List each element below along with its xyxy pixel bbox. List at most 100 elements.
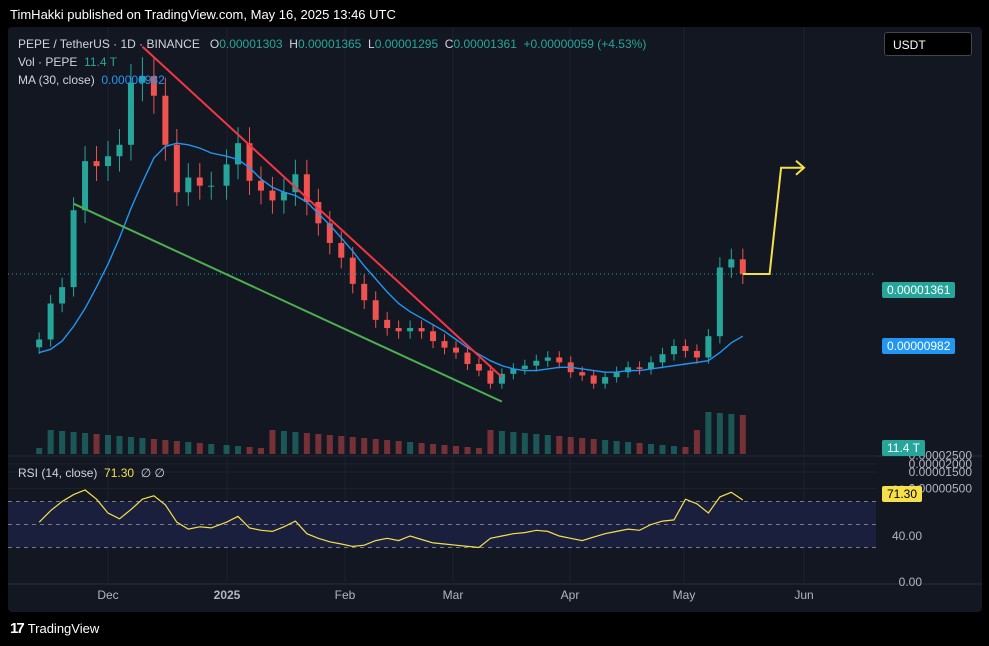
candle-body: [739, 259, 746, 275]
volume-bar: [208, 444, 215, 454]
candle-body: [292, 174, 299, 193]
chart-canvas[interactable]: 0.000025000.000020000.000015000.00000500…: [8, 27, 982, 612]
open-value: 0.00001303: [219, 37, 283, 51]
tv-logo-icon: 17: [10, 620, 25, 637]
candle-body: [453, 347, 459, 353]
support-trendline: [73, 202, 503, 403]
candle-body: [590, 375, 597, 384]
volume-bar: [173, 441, 180, 454]
volume-bar: [728, 414, 735, 454]
candle-body: [395, 328, 402, 332]
volume-bar: [510, 432, 517, 454]
rsi-value: 71.30: [104, 466, 135, 480]
volume-bar: [659, 445, 666, 454]
volume-label[interactable]: Vol · PEPE: [18, 55, 78, 69]
symbol-name[interactable]: PEPE / TetherUS · 1D · BINANCE: [18, 37, 200, 51]
candle-body: [475, 364, 482, 371]
candle-body: [544, 357, 551, 361]
candle-body: [185, 177, 192, 193]
volume-bar: [441, 445, 448, 454]
candle-body: [269, 190, 276, 201]
tradingview-logo[interactable]: 17 TradingView: [10, 620, 99, 637]
volume-bar: [544, 435, 551, 454]
volume-bar: [475, 448, 482, 454]
volume-bar: [338, 436, 345, 454]
symbol-legend: PEPE / TetherUS · 1D · BINANCE O0.000013…: [18, 37, 646, 51]
currency-button[interactable]: USDT: [884, 32, 972, 56]
candle-body: [173, 144, 180, 193]
rsi-label[interactable]: RSI (14, close): [18, 466, 98, 480]
candle-body: [36, 339, 43, 348]
candle-body: [235, 143, 242, 165]
close-value: 0.00001361: [453, 37, 517, 51]
last-price-tag: 0.00001361: [882, 282, 956, 298]
candle-body: [116, 144, 123, 157]
candle-body: [70, 210, 77, 288]
candle-body: [430, 331, 437, 342]
ma-value: 0.00000982: [101, 73, 165, 87]
volume-bar: [105, 435, 111, 454]
y-tick-label: 0.00000500: [909, 481, 973, 495]
volume-bar: [315, 434, 322, 454]
x-tick-label: Mar: [443, 588, 464, 602]
candle-body: [384, 319, 391, 329]
volume-bar: [269, 430, 276, 454]
x-tick-label: 2025: [214, 588, 241, 602]
volume-bar: [739, 415, 746, 454]
volume-bar: [361, 438, 368, 454]
candle-body: [303, 174, 310, 203]
candle-body: [407, 328, 414, 332]
candle-body: [47, 303, 54, 340]
candle-body: [150, 76, 157, 96]
candle-body: [498, 373, 505, 384]
volume-legend: Vol · PEPE 11.4 T: [18, 55, 117, 69]
candle-body: [682, 346, 689, 351]
candle-body: [162, 95, 169, 145]
volume-bar: [670, 446, 677, 454]
candle-body: [349, 257, 356, 284]
volume-bar: [716, 413, 723, 454]
volume-bar: [682, 447, 689, 454]
volume-bar: [579, 438, 586, 454]
candle-body: [105, 156, 111, 167]
x-tick-label: Feb: [335, 588, 356, 602]
high-value: 0.00001365: [297, 37, 362, 51]
candle-body: [93, 161, 100, 167]
low-label: L: [368, 37, 375, 51]
candle-body: [636, 367, 643, 369]
rsi-legend: RSI (14, close) 71.30 ∅ ∅: [18, 466, 165, 480]
y-tick-label: 0.00001500: [909, 465, 973, 479]
candle-body: [716, 267, 723, 337]
candle-body: [280, 192, 287, 201]
volume-bar: [556, 436, 563, 454]
rsi-line: [38, 489, 744, 549]
candle-body: [326, 223, 333, 243]
volume-bar: [127, 437, 134, 454]
candle-body: [361, 283, 368, 301]
rsi-tick-label: 40.00: [892, 529, 922, 543]
rsi-extra: ∅ ∅: [140, 466, 165, 480]
x-tick-label: Jun: [794, 588, 813, 602]
rsi-tag: 71.30: [882, 486, 923, 502]
ma-line: [39, 142, 744, 373]
volume-bar: [196, 443, 203, 454]
y-tick-label: 0.00002000: [909, 457, 973, 471]
volume-bar: [82, 433, 89, 454]
candle-body: [579, 372, 586, 376]
x-tick-label: May: [673, 588, 696, 602]
volume-bar: [59, 431, 66, 454]
volume-bar: [372, 439, 379, 454]
resistance-trendline: [141, 45, 503, 378]
candle-body: [693, 350, 700, 358]
volume-bar: [533, 434, 540, 454]
close-label: C: [444, 37, 454, 51]
candle-body: [670, 346, 677, 355]
low-value: 0.00001295: [374, 37, 439, 51]
volume-bar: [464, 447, 471, 454]
high-label: H: [289, 37, 298, 51]
volume-bar: [326, 435, 333, 454]
ma-label[interactable]: MA (30, close): [18, 73, 95, 87]
publish-header: TimHakki published on TradingView.com, M…: [10, 7, 396, 22]
volume-bar: [521, 433, 528, 454]
